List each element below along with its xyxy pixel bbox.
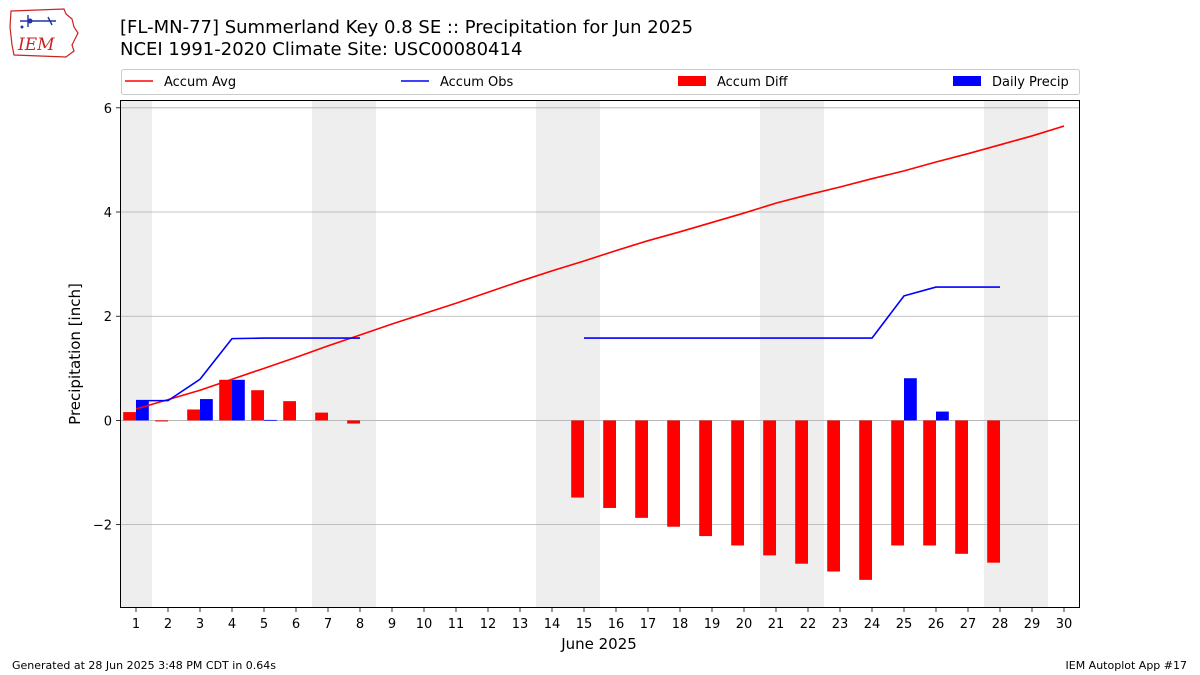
accum-diff-bar-3 <box>187 409 200 421</box>
y-tick-label-0: 0 <box>104 414 112 429</box>
legend-label-accum-avg: Accum Avg <box>164 75 236 90</box>
accum-diff-bar-1 <box>123 412 136 421</box>
x-tick-label-10: 10 <box>416 617 433 632</box>
accum-diff-bar-5 <box>251 390 264 421</box>
daily-precip-bar-5 <box>264 419 277 421</box>
daily-precip-bar-4 <box>232 379 245 421</box>
bars <box>123 378 1000 580</box>
accum-obs-line-1 <box>136 337 360 402</box>
daily-precip-bar-3 <box>200 399 213 421</box>
accum-diff-bar-7 <box>315 412 328 421</box>
x-tick-label-22: 22 <box>800 617 817 632</box>
x-tick-label-20: 20 <box>736 617 753 632</box>
x-tick-label-1: 1 <box>132 617 140 632</box>
weekend-band-15 <box>568 100 600 608</box>
x-tick-label-29: 29 <box>1024 617 1041 632</box>
accum-diff-bar-22 <box>795 420 808 564</box>
generated-timestamp: Generated at 28 Jun 2025 3:48 PM CDT in … <box>12 659 277 672</box>
chart-subtitle: NCEI 1991-2020 Climate Site: USC00080414 <box>120 39 523 60</box>
x-tick-label-28: 28 <box>992 617 1009 632</box>
accum-diff-bar-15 <box>571 420 584 498</box>
x-tick-label-18: 18 <box>672 617 689 632</box>
legend: Accum Avg Accum Obs Accum Diff Daily Pre… <box>121 69 1080 95</box>
weekend-shading <box>120 100 1048 608</box>
logo-text: IEM <box>17 35 55 55</box>
chart-title: [FL-MN-77] Summerland Key 0.8 SE :: Prec… <box>120 17 694 38</box>
accum-diff-bar-24 <box>859 420 872 580</box>
x-tick-label-6: 6 <box>292 617 300 632</box>
legend-swatch-daily-precip <box>953 76 981 86</box>
accum-diff-bar-8 <box>347 420 360 424</box>
plot-frame <box>120 100 1080 608</box>
accum-diff-bar-16 <box>603 420 616 508</box>
x-tick-label-21: 21 <box>768 617 785 632</box>
accum-diff-bar-28 <box>987 420 1000 563</box>
x-tick-label-8: 8 <box>356 617 364 632</box>
x-tick-label-19: 19 <box>704 617 721 632</box>
x-tick-label-4: 4 <box>228 617 236 632</box>
x-tick-label-3: 3 <box>196 617 204 632</box>
y-tick-label-6: 6 <box>104 102 112 117</box>
accum-diff-bar-4 <box>219 379 232 421</box>
accum-diff-bar-27 <box>955 420 968 554</box>
x-tick-label-26: 26 <box>928 617 945 632</box>
accum-diff-bar-20 <box>731 420 744 546</box>
accum-diff-bar-25 <box>891 420 904 546</box>
x-tick-label-9: 9 <box>388 617 396 632</box>
x-tick-label-11: 11 <box>448 617 465 632</box>
legend-label-daily-precip: Daily Precip <box>992 75 1069 90</box>
x-tick-label-17: 17 <box>640 617 657 632</box>
weekend-band-1 <box>120 100 152 608</box>
x-tick-label-2: 2 <box>164 617 172 632</box>
legend-box <box>121 69 1080 95</box>
weekend-band-14 <box>536 100 568 608</box>
weekend-band-29 <box>1016 100 1048 608</box>
accum-diff-bar-26 <box>923 420 936 546</box>
x-tick-label-13: 13 <box>512 617 529 632</box>
app-credit: IEM Autoplot App #17 <box>1065 659 1188 672</box>
x-tick-label-25: 25 <box>896 617 913 632</box>
x-tick-label-27: 27 <box>960 617 977 632</box>
lines <box>135 125 1065 410</box>
x-tick-label-7: 7 <box>324 617 332 632</box>
accum-diff-bar-17 <box>635 420 648 518</box>
x-tick-label-14: 14 <box>544 617 561 632</box>
legend-swatch-accum-diff <box>678 76 706 86</box>
daily-precip-bar-25 <box>904 378 917 421</box>
accum-diff-bar-18 <box>667 420 680 527</box>
x-tick-label-16: 16 <box>608 617 625 632</box>
y-tick-label--2: −2 <box>93 519 112 534</box>
iem-logo: IEM <box>9 8 79 58</box>
accum-diff-bar-6 <box>283 401 296 421</box>
accum-diff-bar-19 <box>699 420 712 537</box>
x-tick-label-24: 24 <box>864 617 881 632</box>
x-tick-label-12: 12 <box>480 617 497 632</box>
y-tick-label-2: 2 <box>104 310 112 325</box>
accum-diff-bar-23 <box>827 420 840 572</box>
x-tick-label-15: 15 <box>576 617 593 632</box>
y-axis-label: Precipitation [inch] <box>66 283 84 425</box>
legend-label-accum-diff: Accum Diff <box>717 75 789 90</box>
daily-precip-bar-1 <box>136 400 149 421</box>
weekend-band-7 <box>312 100 344 608</box>
x-tick-label-5: 5 <box>260 617 268 632</box>
y-gridlines <box>120 107 1080 526</box>
accum-diff-bar-2 <box>155 420 168 422</box>
accum-obs-line-2 <box>584 286 1000 339</box>
x-tick-label-30: 30 <box>1056 617 1073 632</box>
y-tick-label-4: 4 <box>104 206 112 221</box>
x-tick-label-23: 23 <box>832 617 849 632</box>
accum-avg-line <box>135 125 1065 410</box>
daily-precip-bar-26 <box>936 411 949 421</box>
x-axis-label: June 2025 <box>560 635 637 653</box>
accum-diff-bar-21 <box>763 420 776 556</box>
legend-label-accum-obs: Accum Obs <box>440 75 513 90</box>
axis-ticks: 1 2 3 4 5 6 7 8 9 10 11 12 13 14 15 16 17 18 19 20 21 22 23 24 2… <box>93 102 1072 632</box>
weekend-band-8 <box>344 100 376 608</box>
